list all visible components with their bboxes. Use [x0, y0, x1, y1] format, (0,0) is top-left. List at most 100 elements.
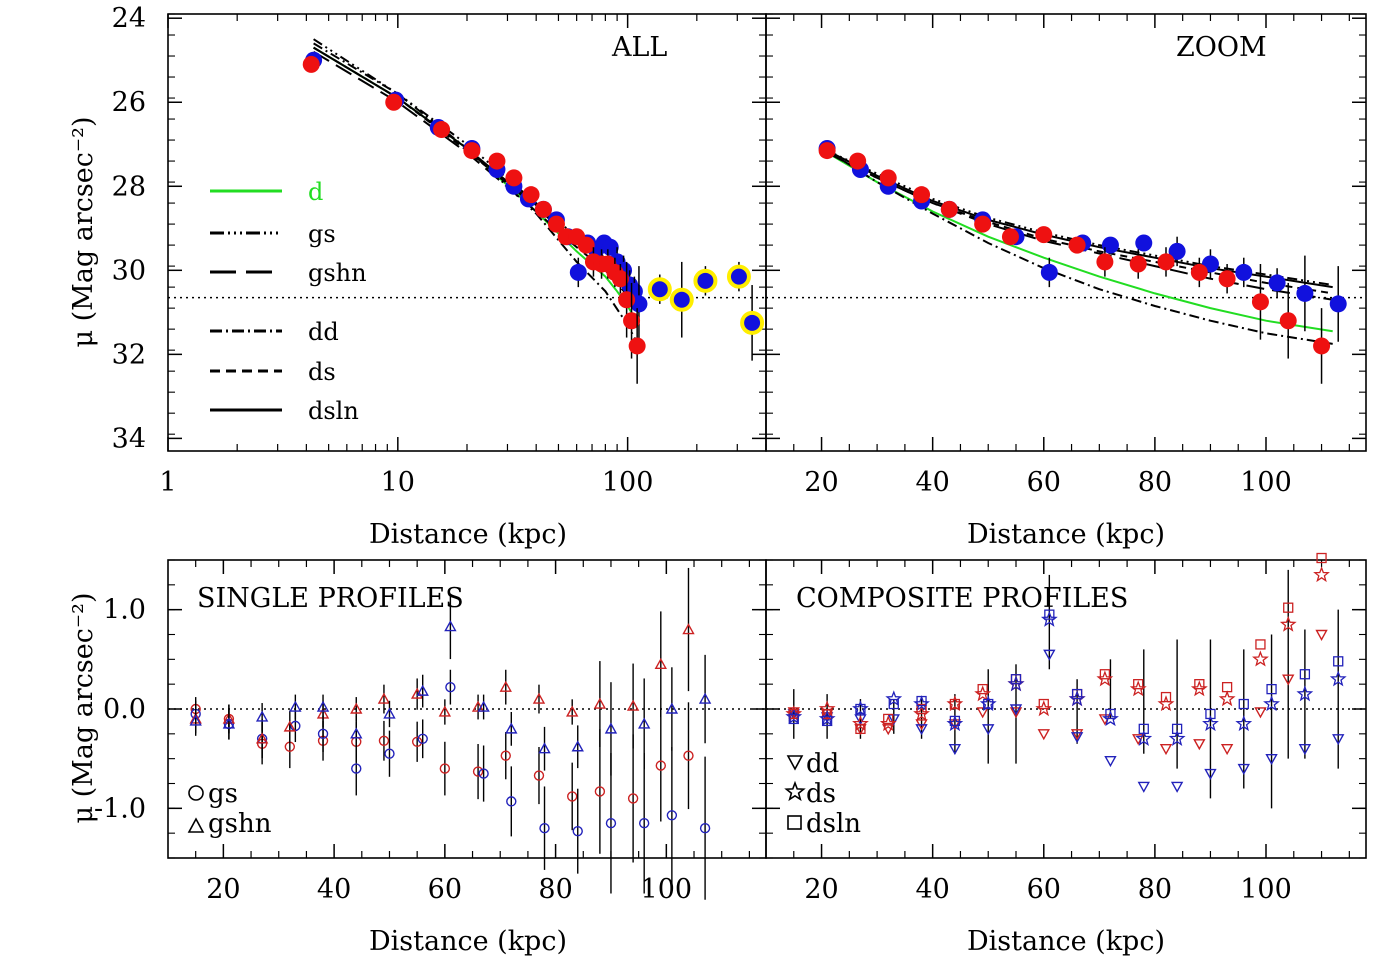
marker-dsln-red — [821, 708, 833, 720]
marker-dsln-red — [1038, 698, 1049, 710]
y-tick-label: 1.0 — [103, 595, 146, 626]
marker-gshn-red — [654, 657, 667, 669]
legend-marker-dsln — [787, 815, 802, 830]
data-point-blue — [601, 238, 619, 256]
marker-gshn-red — [626, 699, 640, 711]
legend-marker-ds — [784, 780, 806, 802]
marker-gshn-blue — [416, 684, 429, 696]
data-point-red — [940, 200, 958, 218]
marker-dd-blue — [1043, 649, 1056, 661]
marker-ds-blue — [1168, 729, 1186, 747]
marker-ds-blue — [1202, 715, 1219, 732]
marker-dsln-blue — [1171, 723, 1183, 735]
marker-gs-blue — [605, 818, 617, 829]
x-tick-label: 40 — [915, 874, 949, 905]
data-point-outer — [740, 310, 765, 335]
marker-dd-blue — [1265, 753, 1278, 766]
data-point-red — [1096, 253, 1114, 271]
marker-gshn-blue — [255, 710, 269, 722]
marker-dd-red — [1193, 739, 1206, 751]
marker-gs-blue — [666, 810, 678, 821]
marker-ds-blue — [1235, 715, 1253, 732]
marker-gshn-blue — [538, 742, 551, 754]
x-tick-label: 40 — [915, 467, 949, 498]
legend-label-gshn: gshn — [308, 259, 367, 287]
marker-dsln-red — [1283, 602, 1294, 613]
data-point-blue — [1329, 295, 1347, 313]
data-point-red — [974, 215, 992, 233]
data-point-red — [302, 55, 320, 73]
x-tick-label: 40 — [317, 874, 351, 905]
marker-gs-blue — [445, 681, 456, 693]
marker-ds-blue — [1329, 670, 1347, 687]
marker-ds-red — [1218, 690, 1236, 707]
marker-gs-blue — [478, 768, 489, 779]
marker-dsln-blue — [1205, 708, 1216, 720]
x-tick-label: 100 — [602, 467, 654, 498]
data-point-red — [818, 142, 836, 160]
marker-ds-blue — [1296, 685, 1314, 702]
marker-gs-blue — [384, 748, 395, 759]
x-tick-label: 20 — [804, 467, 838, 498]
data-point-outer — [647, 277, 672, 302]
marker-gshn-red — [532, 692, 546, 704]
data-point-blue — [1235, 263, 1253, 281]
marker-dsln-blue — [1105, 708, 1116, 720]
x-tick-label: 60 — [1027, 874, 1061, 905]
data-point-blue — [1040, 263, 1058, 281]
xlabel-bottom-left: Distance (kpc) — [369, 926, 567, 957]
marker-dd-red — [1009, 707, 1023, 719]
data-point-outer — [669, 287, 694, 312]
marker-dd-red — [1254, 707, 1267, 719]
xlabel-bottom-right: Distance (kpc) — [967, 926, 1165, 957]
marker-gshn-red — [283, 720, 297, 732]
marker-dsln-blue — [983, 698, 994, 710]
marker-ds-blue — [885, 690, 903, 707]
marker-dsln-red — [1316, 552, 1327, 564]
y-tick-label: 32 — [112, 339, 146, 370]
data-point-red — [1279, 312, 1297, 330]
x-tick-label: 80 — [1138, 874, 1172, 905]
data-point-red — [913, 186, 931, 204]
marker-gs-blue — [506, 796, 517, 807]
data-point-red — [618, 291, 636, 309]
x-tick-label: 100 — [1240, 467, 1292, 498]
x-tick-label: 60 — [1027, 467, 1061, 498]
marker-dsln-blue — [1071, 688, 1083, 700]
marker-gshn-blue — [571, 740, 584, 752]
marker-dsln-blue — [888, 698, 899, 710]
marker-gshn-blue — [222, 717, 236, 729]
marker-gshn-red — [377, 692, 391, 704]
x-tick-label: 100 — [641, 874, 693, 905]
xlabel-top-right: Distance (kpc) — [967, 519, 1165, 550]
data-point-red — [1190, 263, 1208, 281]
marker-dsln-blue — [1238, 698, 1249, 710]
legend-bottom-left: gs gshn — [187, 779, 272, 839]
data-point-red — [623, 312, 641, 330]
data-point-red — [433, 121, 451, 139]
marker-dsln-red — [883, 713, 894, 725]
marker-gshn-blue — [477, 700, 490, 712]
marker-dd-blue — [1070, 732, 1084, 744]
marker-dd-red — [1282, 674, 1295, 686]
marker-dsln-red — [1255, 639, 1266, 650]
y-tick-label: 30 — [112, 255, 146, 286]
y-tick-label: 26 — [112, 87, 146, 118]
data-point-blue — [1101, 236, 1119, 254]
marker-gs-red — [378, 735, 390, 746]
marker-ds-red — [1252, 650, 1269, 667]
data-point-red — [534, 200, 552, 218]
data-point-red — [505, 169, 523, 187]
x-tick-label: 20 — [206, 874, 240, 905]
legend-label-single-gs: gs — [208, 779, 238, 809]
marker-gshn-blue — [505, 722, 518, 734]
marker-dsln-red — [1133, 679, 1144, 690]
data-point-red — [547, 215, 565, 233]
marker-dd-blue — [1104, 755, 1117, 768]
legend-marker-gshn — [187, 817, 205, 833]
data-point-red — [463, 142, 481, 160]
data-point-red — [879, 169, 897, 187]
marker-gshn-blue — [383, 707, 396, 719]
marker-dd-blue — [1170, 781, 1184, 793]
marker-dd-blue — [982, 724, 995, 736]
